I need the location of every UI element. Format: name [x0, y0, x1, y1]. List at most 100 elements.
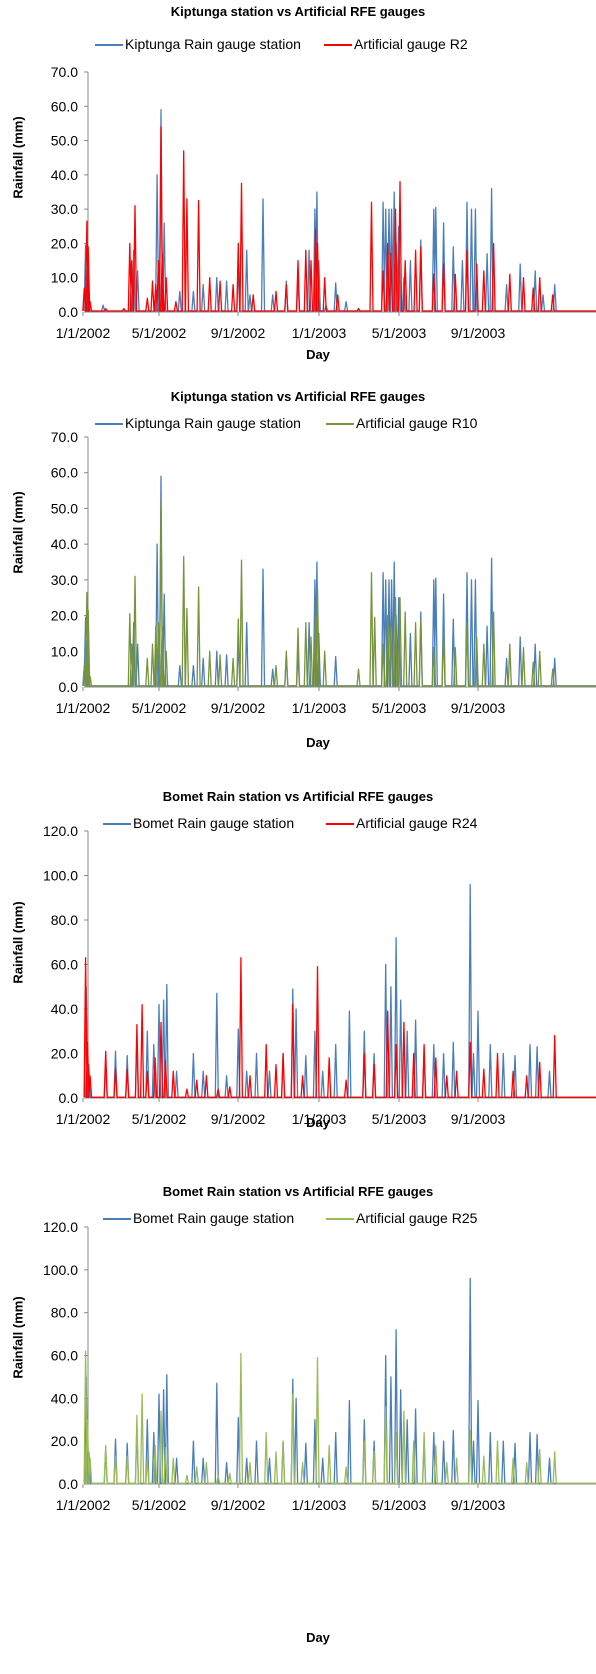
y-tick-label: 80.0	[51, 912, 78, 928]
x-tick-label: 9/1/2002	[211, 700, 266, 716]
chart-plot: 0.0 20.0 40.0 60.0 80.0 100.0 120.0 1/1/2002 5/1…	[43, 823, 596, 1127]
x-tick-label: 1/1/2003	[292, 1497, 347, 1513]
chart-plot: 0.0 10.0 20.0 30.0 40.0 50.0 60.0 70.0 1/1/2002 5…	[51, 64, 596, 341]
x-tick-label: 5/1/2003	[372, 1497, 427, 1513]
x-axis-label: Day	[306, 735, 330, 750]
series-line	[83, 957, 596, 1098]
legend-label: Artificial gauge R24	[356, 815, 478, 831]
chart-title: Bomet Rain station vs Artificial RFE gau…	[162, 1184, 434, 1199]
x-tick-label: 9/1/2002	[211, 1497, 266, 1513]
legend-label: Kiptunga Rain gauge station	[125, 415, 301, 431]
x-tick-label: 1/1/2003	[292, 1111, 347, 1127]
legend-line-icon	[95, 423, 123, 426]
legend-item: Artificial gauge R24	[326, 815, 477, 831]
legend-label: Bomet Rain gauge station	[133, 1210, 295, 1226]
y-tick-label: 50.0	[51, 500, 78, 516]
y-tick-label: 20.0	[51, 608, 78, 624]
legend-item: Bomet Rain gauge station	[103, 815, 294, 831]
x-tick-label: 9/1/2003	[451, 1111, 506, 1127]
legend-line-icon	[324, 44, 352, 47]
y-tick-label: 80.0	[51, 1305, 78, 1321]
chart-panel: Bomet Rain station vs Artificial RFE gau…	[0, 785, 596, 1195]
legend-line-icon	[326, 823, 354, 826]
legend: Kiptunga Rain gauge station Artificial ga…	[0, 36, 596, 54]
y-tick-label: 10.0	[51, 643, 78, 659]
chart-panel: Kiptunga station vs Artificial RFE gauge…	[0, 385, 596, 795]
legend-label: Bomet Rain gauge station	[133, 815, 295, 831]
y-tick-label: 0.0	[59, 304, 79, 320]
x-tick-label: 5/1/2003	[372, 325, 427, 341]
y-tick-label: 30.0	[51, 572, 78, 588]
legend-line-icon	[103, 1218, 131, 1221]
legend-item: Kiptunga Rain gauge station	[95, 415, 301, 431]
y-tick-label: 30.0	[51, 201, 78, 217]
x-tick-label: 9/1/2003	[451, 1497, 506, 1513]
x-tick-label: 1/1/2002	[56, 1111, 111, 1127]
y-tick-label: 60.0	[51, 957, 78, 973]
chart-title: Kiptunga station vs Artificial RFE gauge…	[170, 4, 426, 19]
y-tick-label: 60.0	[51, 1348, 78, 1364]
legend-line-icon	[326, 423, 354, 426]
legend-label: Artificial gauge R2	[354, 36, 468, 52]
y-tick-label: 60.0	[51, 465, 78, 481]
series-line	[82, 126, 596, 312]
x-axis-label: Day	[306, 347, 330, 362]
y-tick-label: 70.0	[51, 64, 78, 80]
y-tick-label: 0.0	[59, 679, 79, 695]
y-tick-label: 10.0	[51, 270, 78, 286]
x-tick-label: 9/1/2002	[211, 325, 266, 341]
x-tick-label: 5/1/2002	[132, 1111, 187, 1127]
chart-panel: Bomet Rain station vs Artificial RFE gau…	[0, 1180, 596, 1645]
chart-plot: 0.0 10.0 20.0 30.0 40.0 50.0 60.0 70.0 1/1/2002 5…	[51, 429, 596, 716]
series-line	[83, 1350, 596, 1485]
y-tick-label: 50.0	[51, 133, 78, 149]
x-tick-label: 1/1/2003	[292, 325, 347, 341]
legend-item: Artificial gauge R10	[326, 415, 477, 431]
x-tick-label: 1/1/2002	[56, 325, 111, 341]
y-tick-label: 70.0	[51, 429, 78, 445]
legend: Kiptunga Rain gauge station Artificial ga…	[0, 415, 596, 433]
y-tick-label: 0.0	[59, 1476, 79, 1492]
x-axis-label: Day	[306, 1115, 330, 1130]
chart-plot: 0.0 20.0 40.0 60.0 80.0 100.0 120.0 1/1/2002 5/1…	[43, 1219, 596, 1513]
x-tick-label: 1/1/2002	[56, 1497, 111, 1513]
x-tick-label: 5/1/2003	[372, 700, 427, 716]
chart-panel: Kiptunga station vs Artificial RFE gauge…	[0, 0, 596, 410]
legend-item: Kiptunga Rain gauge station	[95, 36, 301, 52]
x-tick-label: 5/1/2003	[372, 1111, 427, 1127]
y-tick-label: 120.0	[43, 823, 78, 839]
legend-label: Artificial gauge R25	[356, 1210, 478, 1226]
x-tick-label: 9/1/2003	[451, 700, 506, 716]
y-tick-label: 40.0	[51, 1390, 78, 1406]
x-tick-label: 1/1/2003	[292, 700, 347, 716]
legend-item: Artificial gauge R25	[326, 1210, 477, 1226]
x-tick-label: 5/1/2002	[132, 700, 187, 716]
legend-label: Artificial gauge R10	[356, 415, 478, 431]
y-tick-label: 40.0	[51, 536, 78, 552]
x-tick-label: 9/1/2003	[451, 325, 506, 341]
y-tick-label: 20.0	[51, 1046, 78, 1062]
y-tick-label: 60.0	[51, 98, 78, 114]
y-tick-label: 20.0	[51, 1433, 78, 1449]
x-tick-label: 5/1/2002	[132, 325, 187, 341]
y-tick-label: 120.0	[43, 1219, 78, 1235]
legend-label: Kiptunga Rain gauge station	[125, 36, 301, 52]
y-tick-label: 100.0	[43, 868, 78, 884]
x-tick-label: 9/1/2002	[211, 1111, 266, 1127]
legend-line-icon	[103, 823, 131, 826]
x-tick-label: 1/1/2002	[56, 700, 111, 716]
y-tick-label: 40.0	[51, 167, 78, 183]
series-line	[82, 500, 596, 687]
y-tick-label: 100.0	[43, 1262, 78, 1278]
legend: Bomet Rain gauge station Artificial gauge…	[0, 815, 596, 833]
legend-line-icon	[95, 44, 123, 47]
y-tick-label: 40.0	[51, 1001, 78, 1017]
x-axis-label: Day	[306, 1630, 330, 1645]
legend-line-icon	[326, 1218, 354, 1221]
chart-title: Kiptunga station vs Artificial RFE gauge…	[170, 389, 426, 404]
x-tick-label: 5/1/2002	[132, 1497, 187, 1513]
y-tick-label: 0.0	[59, 1090, 79, 1106]
legend-item: Artificial gauge R2	[324, 36, 468, 52]
chart-title: Bomet Rain station vs Artificial RFE gau…	[162, 789, 434, 804]
legend: Bomet Rain gauge station Artificial gauge…	[0, 1210, 596, 1228]
